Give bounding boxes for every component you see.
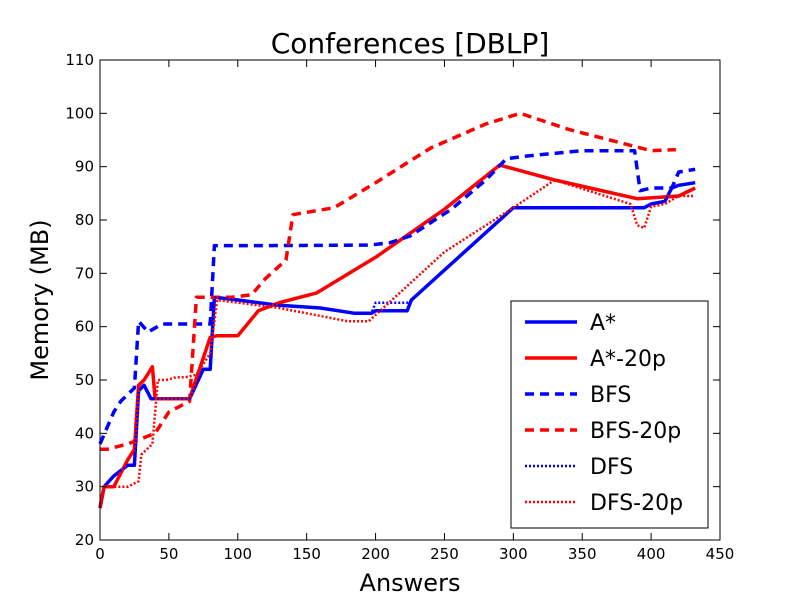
x-tick-label: 200	[361, 545, 390, 563]
x-axis-label: Answers	[360, 569, 461, 597]
y-axis-label: Memory (MB)	[26, 219, 54, 380]
axis-tick-labels: 0 50 100 150 200 250 300 350 400 450 20 30 40 50 60 70 8…	[65, 51, 734, 563]
series-line-bfs-20p	[100, 111, 676, 452]
y-tick-label: 90	[75, 158, 94, 176]
axis-ticks	[99, 59, 721, 541]
series-line-bfs	[98, 148, 696, 445]
y-tick-label: 100	[65, 104, 94, 122]
y-tick-label: 80	[75, 211, 94, 229]
x-tick-label: 300	[499, 545, 528, 563]
legend-label: BFS	[590, 383, 631, 408]
legend: A* A*-20p BFS BFS-20p DFS DFS-20p	[510, 300, 709, 529]
legend-label: BFS-20p	[590, 419, 681, 444]
legend-label: A*	[590, 311, 616, 336]
y-tick-label: 60	[75, 318, 94, 336]
x-tick-label: 100	[223, 545, 252, 563]
x-tick-label: 0	[95, 545, 105, 563]
chart-title: Conferences [DBLP]	[271, 27, 550, 60]
legend-entries: A* A*-20p BFS BFS-20p DFS DFS-20p	[525, 311, 683, 516]
plot-frame	[99, 59, 721, 541]
legend-label: DFS-20p	[590, 491, 683, 516]
series-line-dfs-20p	[98, 178, 696, 509]
y-tick-label: 30	[75, 478, 94, 496]
x-tick-label: 350	[568, 545, 597, 563]
y-tick-label: 110	[65, 51, 94, 69]
y-tick-label: 20	[75, 531, 94, 549]
x-tick-label: 250	[430, 545, 459, 563]
series-lines	[98, 111, 696, 509]
x-tick-label: 400	[637, 545, 666, 563]
y-tick-label: 70	[75, 264, 94, 282]
x-tick-label: 50	[159, 545, 178, 563]
y-tick-label: 40	[75, 424, 94, 442]
x-tick-label: 450	[706, 545, 735, 563]
legend-label: A*-20p	[590, 347, 666, 372]
x-tick-label: 150	[292, 545, 321, 563]
y-tick-label: 50	[75, 371, 94, 389]
series-line-dfs	[98, 181, 696, 509]
series-line-a-20p	[98, 163, 696, 509]
legend-label: DFS	[590, 455, 633, 480]
legend-box	[510, 300, 709, 529]
